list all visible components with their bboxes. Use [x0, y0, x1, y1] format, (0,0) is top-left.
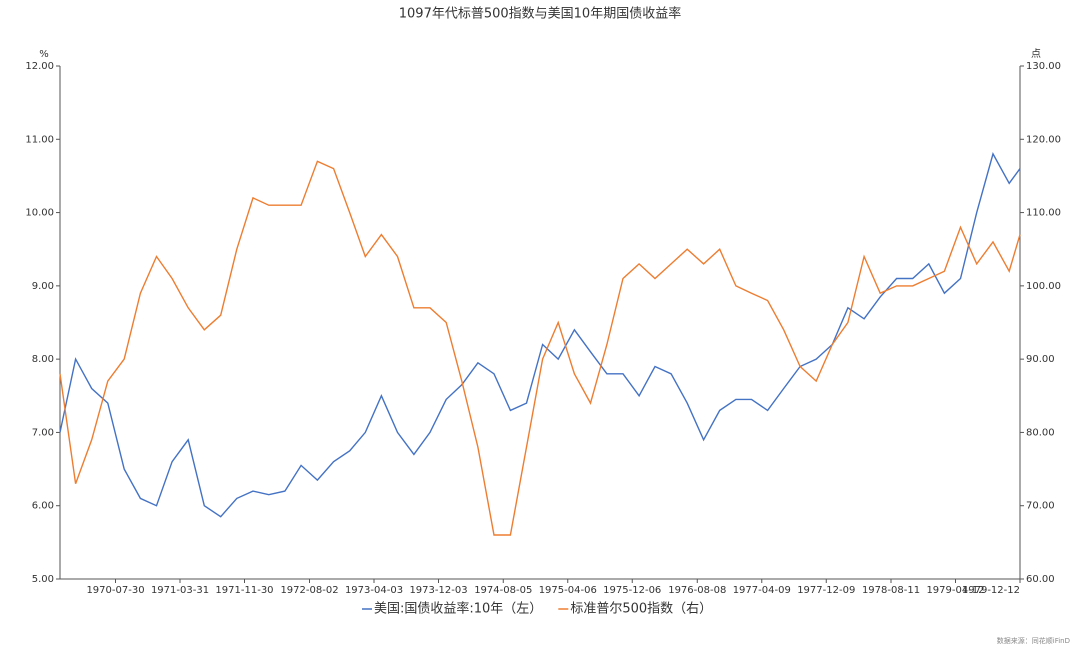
x-tick-label: 1979-12-12: [962, 585, 1020, 596]
y-tick-label: 6.00: [32, 501, 54, 512]
y2-tick-label: 120.00: [1026, 134, 1061, 145]
x-tick-label: 1975-12-06: [603, 585, 661, 596]
legend-label: 标准普尔500指数（右）: [570, 602, 712, 617]
y-tick-label: 11.00: [25, 134, 54, 145]
legend-label: 美国:国债收益率:10年（左）: [374, 601, 542, 617]
x-tick-label: 1971-03-31: [151, 585, 209, 596]
series-line: [59, 152, 1021, 518]
x-tick-label: 1977-12-09: [797, 585, 855, 596]
x-tick-label: 1973-12-03: [409, 585, 467, 596]
y2-tick-label: 130.00: [1026, 61, 1061, 72]
x-tick-label: 1977-04-09: [733, 585, 791, 596]
chart-title: 1097年代标普500指数与美国10年期国债收益率: [399, 6, 681, 22]
x-tick-label: 1972-08-02: [280, 585, 338, 596]
y-tick-label: 9.00: [32, 281, 54, 292]
y2-tick-label: 90.00: [1026, 354, 1055, 365]
x-tick-label: 1978-08-11: [862, 585, 920, 596]
x-tick-label: 1973-04-03: [345, 585, 403, 596]
y-tick-label: 8.00: [32, 354, 54, 365]
y2-axis-label: 点: [1031, 48, 1041, 60]
x-tick-label: 1975-04-06: [539, 585, 597, 596]
x-tick-label: 1971-11-30: [215, 585, 273, 596]
y2-tick-label: 110.00: [1026, 208, 1061, 219]
y2-tick-label: 80.00: [1026, 427, 1055, 438]
source: 数据来源：同花顺iFinD: [997, 636, 1070, 645]
y2-tick-label: 60.00: [1026, 574, 1055, 585]
y-tick-label: 10.00: [25, 208, 54, 219]
y2-tick-label: 100.00: [1026, 281, 1061, 292]
x-tick-label: 1979-04-12: [926, 585, 984, 596]
x-tick-label: 1976-08-08: [668, 585, 726, 596]
x-tick-label: 1974-08-05: [474, 585, 532, 596]
y-tick-label: 12.00: [25, 61, 54, 72]
y2-tick-label: 70.00: [1026, 501, 1055, 512]
y-axis-label: %: [39, 49, 49, 60]
y-tick-label: 5.00: [32, 574, 54, 585]
y-tick-label: 7.00: [32, 427, 54, 438]
series-line: [59, 160, 1021, 536]
x-tick-label: 1970-07-30: [86, 585, 144, 596]
